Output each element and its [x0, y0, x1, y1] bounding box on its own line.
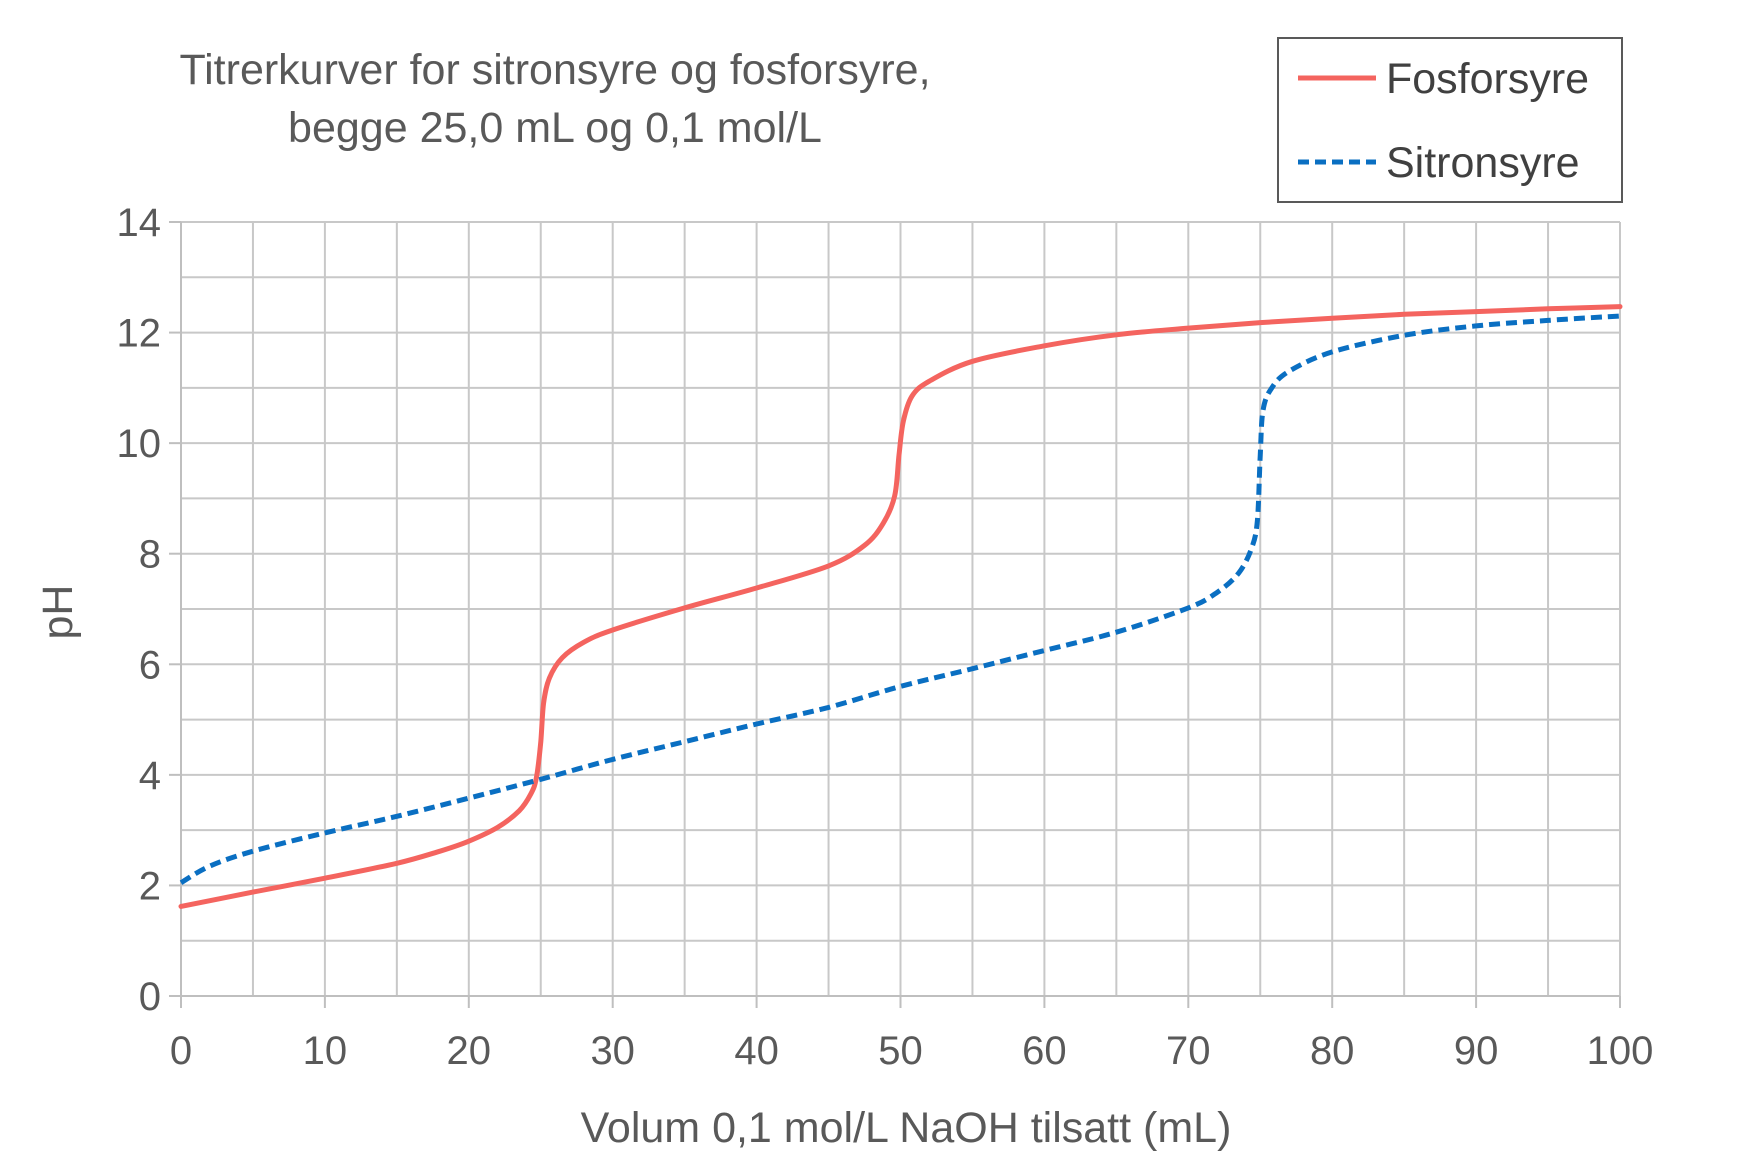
x-tick-label: 90 — [1454, 1029, 1499, 1073]
y-tick-label: 14 — [117, 201, 162, 245]
y-tick-label: 8 — [139, 533, 161, 577]
y-tick-label: 0 — [139, 975, 161, 1019]
y-tick-labels: 0 2 4 6 8 10 12 14 — [117, 201, 181, 1019]
x-tick-labels: 0 10 20 30 40 50 60 70 80 90 100 — [170, 996, 1654, 1073]
y-tick-label: 10 — [117, 422, 162, 466]
x-tick-label: 10 — [303, 1029, 348, 1073]
legend-label-fosforsyre: Fosforsyre — [1386, 55, 1589, 103]
y-tick-label: 2 — [139, 864, 161, 908]
y-axis-label: pH — [34, 585, 82, 640]
chart-title-line-2: begge 25,0 mL og 0,1 mol/L — [288, 104, 822, 152]
data-series — [178, 304, 1623, 909]
legend-label-sitronsyre: Sitronsyre — [1386, 139, 1580, 187]
x-tick-label: 100 — [1587, 1029, 1654, 1073]
chart-title: Titrerkurver for sitronsyre og fosforsyr… — [179, 46, 930, 152]
series-line-fosforsyre — [178, 304, 1623, 909]
x-tick-label: 30 — [590, 1029, 635, 1073]
legend: Fosforsyre Sitronsyre — [1277, 37, 1623, 203]
x-tick-label: 70 — [1166, 1029, 1211, 1073]
x-tick-label: 20 — [447, 1029, 492, 1073]
x-tick-label: 60 — [1022, 1029, 1067, 1073]
x-tick-label: 50 — [878, 1029, 923, 1073]
x-tick-label: 0 — [170, 1029, 192, 1073]
legend-box — [1277, 37, 1623, 203]
x-tick-label: 40 — [734, 1029, 779, 1073]
chart-title-line-1: Titrerkurver for sitronsyre og fosforsyr… — [179, 46, 930, 94]
y-tick-label: 6 — [139, 643, 161, 687]
x-axis-label: Volum 0,1 mol/L NaOH tilsatt (mL) — [581, 1104, 1232, 1152]
gridlines — [180, 221, 1621, 997]
series-line-sitronsyre — [179, 313, 1621, 885]
x-tick-label: 80 — [1310, 1029, 1355, 1073]
y-tick-label: 4 — [139, 754, 161, 798]
y-tick-label: 12 — [117, 312, 162, 356]
